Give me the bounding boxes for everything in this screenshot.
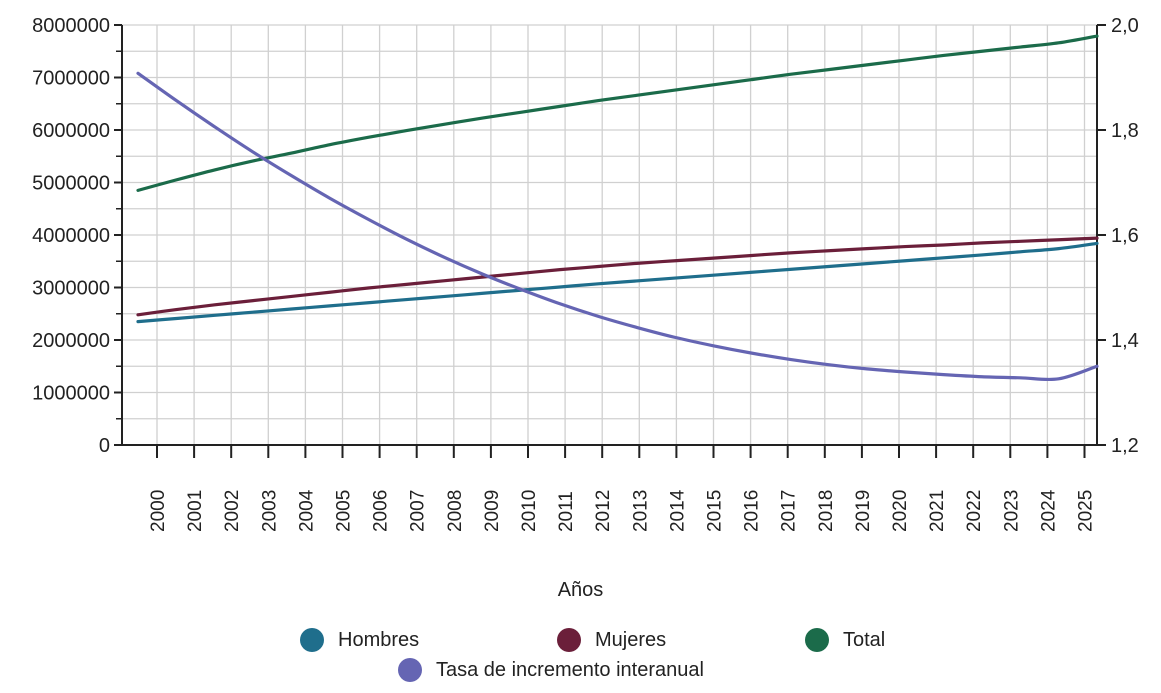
x-tick-label: 2017 (779, 490, 800, 532)
x-tick-label: 2009 (482, 490, 503, 532)
x-tick-label: 2012 (593, 490, 614, 532)
right-tick-label: 1,2 (1111, 435, 1139, 457)
left-tick-label: 4000000 (32, 225, 110, 247)
x-tick-label: 2013 (630, 490, 651, 532)
left-tick-label: 8000000 (32, 15, 110, 37)
x-tick-label: 2011 (556, 491, 577, 532)
right-tick-label: 1,6 (1111, 225, 1139, 247)
legend-label-tasa: Tasa de incremento interanual (436, 658, 704, 681)
left-tick-label: 5000000 (32, 173, 110, 195)
x-axis-ticks: 2000 2001 2002 2003 2004 2005 2006 2007 2008 2009… (148, 445, 1097, 532)
x-tick-label: 2007 (408, 490, 429, 532)
x-tick-label: 2016 (742, 490, 763, 532)
series-line-tasa-de-incremento-interanual (136, 71, 1099, 382)
series-line-mujeres (136, 236, 1099, 317)
legend-label-mujeres: Mujeres (595, 628, 667, 651)
series-line-hombres (136, 241, 1099, 324)
grid (122, 24, 1097, 445)
x-tick-label: 2005 (334, 490, 355, 532)
x-tick-label: 2004 (296, 489, 317, 532)
legend-item-tasa: Tasa de incremento interanual (398, 658, 704, 682)
legend-label-total: Total (843, 628, 886, 651)
x-tick-label: 2000 (148, 490, 169, 532)
series-line-total (136, 34, 1099, 192)
x-tick-label: 2025 (1076, 490, 1097, 532)
right-tick-label: 1,4 (1111, 330, 1139, 352)
left-tick-label: 7000000 (32, 68, 110, 90)
right-axis-ticks: 1,2 1,4 1,6 1,8 2,0 (1097, 15, 1139, 457)
left-tick-label: 6000000 (32, 120, 110, 142)
x-tick-label: 2024 (1038, 489, 1059, 532)
x-tick-label: 2019 (853, 490, 874, 532)
x-tick-label: 2020 (890, 490, 911, 532)
x-tick-label: 2010 (519, 490, 540, 532)
right-tick-label: 2,0 (1111, 15, 1139, 37)
x-tick-label: 2015 (705, 490, 726, 532)
legend-marker-total (805, 628, 829, 652)
legend-item-mujeres: Mujeres (557, 628, 666, 652)
right-tick-label: 1,8 (1111, 120, 1139, 142)
x-tick-label: 2021 (927, 490, 948, 532)
legend-marker-tasa (398, 658, 422, 682)
legend-label-hombres: Hombres (338, 628, 420, 651)
x-axis-title: Años (557, 579, 604, 601)
legend-marker-mujeres (557, 628, 581, 652)
legend-item-hombres: Hombres (300, 628, 419, 652)
legend: Hombres Mujeres Total Tasa de incremento… (0, 626, 1161, 693)
left-tick-label: 3000000 (32, 278, 110, 300)
left-tick-label: 2000000 (32, 330, 110, 352)
x-tick-label: 2003 (259, 490, 280, 532)
x-tick-label: 2014 (667, 489, 688, 532)
x-tick-label: 2002 (222, 490, 243, 532)
line-chart: 0 1000000 2000000 3000000 4000000 5000000 6000… (32, 15, 1139, 532)
x-tick-label: 2018 (816, 490, 837, 532)
left-axis-ticks: 0 1000000 2000000 3000000 4000000 5000000 6000… (32, 15, 122, 457)
x-tick-label: 2022 (964, 490, 985, 532)
series-lines (136, 34, 1099, 382)
left-tick-label: 0 (99, 435, 110, 457)
x-tick-label: 2023 (1001, 490, 1022, 532)
left-tick-label: 1000000 (32, 383, 110, 405)
x-tick-label: 2006 (371, 490, 392, 532)
legend-item-total: Total (805, 628, 885, 652)
legend-marker-hombres (300, 628, 324, 652)
x-tick-label: 2001 (185, 490, 206, 532)
x-tick-label: 2008 (445, 490, 466, 532)
